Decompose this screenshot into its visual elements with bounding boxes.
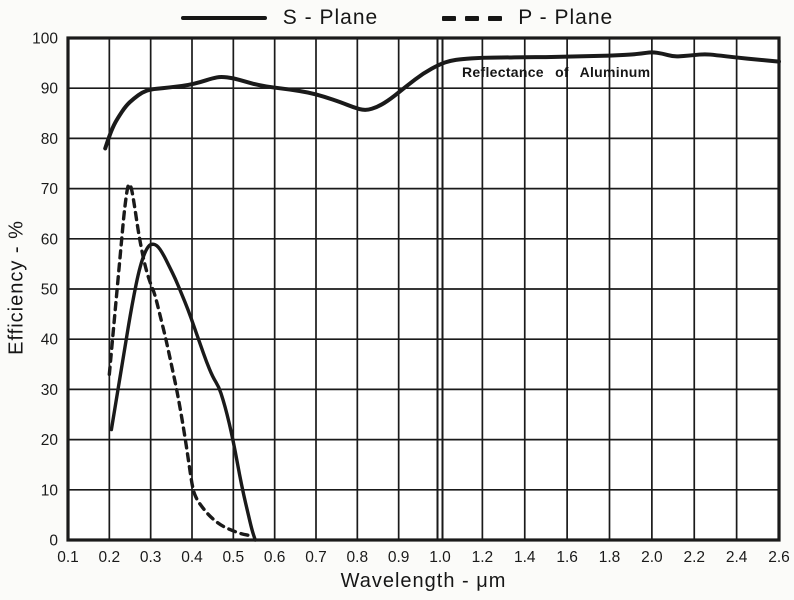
y-tick-label: 50 xyxy=(41,282,59,299)
x-tick-label: 1.8 xyxy=(599,549,621,566)
x-axis-title: Wavelength - μm xyxy=(340,570,507,592)
y-tick-label: 90 xyxy=(41,81,59,98)
x-tick-label: 0.2 xyxy=(99,549,121,566)
legend-label-p-plane: P - Plane xyxy=(518,6,614,29)
plot-border xyxy=(66,36,781,542)
dashed-line-swatch-icon xyxy=(442,15,503,21)
x-tick-label: 1.0 xyxy=(429,549,451,566)
y-axis-title: Efficiency - % xyxy=(5,220,28,355)
legend-item-p-plane: P - Plane xyxy=(442,6,613,30)
x-tick-label: 2.0 xyxy=(641,549,663,566)
x-tick-label: 0.5 xyxy=(223,549,245,566)
y-tick-label: 10 xyxy=(41,482,59,499)
x-tick-label: 1.4 xyxy=(514,549,536,566)
y-tick-label: 100 xyxy=(32,31,58,48)
reflectance-curve xyxy=(103,50,781,151)
x-tick-label: 2.2 xyxy=(683,549,705,566)
y-tick-label: 40 xyxy=(41,332,59,349)
y-tick-label: 20 xyxy=(41,432,59,449)
x-tick-label: 0.6 xyxy=(264,549,286,566)
x-tick-label: 0.3 xyxy=(140,549,162,566)
legend-label-s-plane: S - Plane xyxy=(282,6,379,29)
x-tick-label: 0.9 xyxy=(388,549,410,566)
x-tick-label: 2.4 xyxy=(726,549,748,566)
p-plane-curve xyxy=(107,182,254,538)
y-tick-label: 0 xyxy=(49,533,58,550)
s-plane-curve xyxy=(109,242,257,542)
solid-line-swatch-icon xyxy=(180,16,267,20)
x-tick-label: 0.8 xyxy=(347,549,369,566)
x-tick-label: 1.2 xyxy=(472,549,494,566)
y-tick-label: 70 xyxy=(41,181,59,198)
x-tick-label: 0.4 xyxy=(181,549,203,566)
x-tick-label: 0.7 xyxy=(305,549,327,566)
reflectance-annotation: Reflectance of Aluminum xyxy=(462,64,651,80)
x-tick-label: 2.6 xyxy=(768,549,790,566)
y-tick-label: 80 xyxy=(41,131,59,148)
x-tick-label: 0.1 xyxy=(57,549,79,566)
legend-item-s-plane: S - Plane xyxy=(180,6,379,30)
y-tick-label: 30 xyxy=(41,382,59,399)
legend: S - Plane P - Plane xyxy=(0,4,794,32)
y-tick-label: 60 xyxy=(41,231,59,248)
x-tick-label: 1.6 xyxy=(556,549,578,566)
